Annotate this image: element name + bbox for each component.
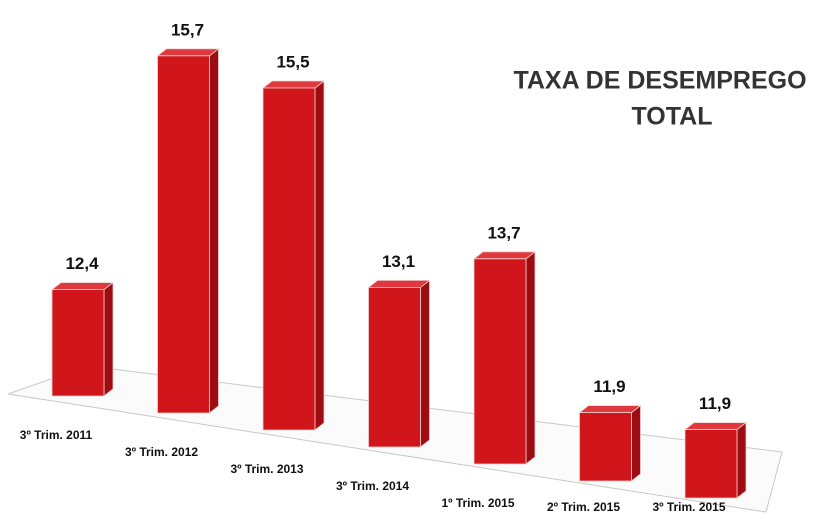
bar-side <box>736 421 747 499</box>
bar <box>156 47 220 414</box>
x-tick-label: 3º Trim. 2015 <box>652 500 725 514</box>
bar-side <box>420 279 430 448</box>
data-label: 13,1 <box>382 252 415 271</box>
bar-top <box>261 80 326 89</box>
x-tick-label: 3º Trim. 2011 <box>20 428 93 442</box>
bar-top <box>683 422 748 431</box>
chart-title: TAXA DE DESEMPREGO <box>513 67 806 95</box>
bar <box>50 281 115 397</box>
bar <box>261 80 326 431</box>
bar <box>367 279 431 448</box>
bar-top <box>156 48 220 57</box>
bar-side <box>525 250 536 465</box>
bar-side <box>209 47 219 414</box>
x-tick-label: 3º Trim. 2014 <box>336 479 409 493</box>
data-label: 15,7 <box>171 20 204 39</box>
x-tick-label: 3º Trim. 2013 <box>230 462 303 476</box>
bar-front <box>157 55 210 414</box>
bar <box>472 250 537 465</box>
bar-side <box>631 404 641 482</box>
bar-top <box>472 251 537 260</box>
data-label: 12,4 <box>65 254 99 273</box>
x-tick-label: 1º Trim. 2015 <box>441 496 514 510</box>
data-label: 15,5 <box>276 52 309 71</box>
bar-top <box>367 279 431 288</box>
data-label: 11,9 <box>699 394 731 413</box>
bar-front <box>473 258 527 465</box>
bar-top <box>578 405 642 414</box>
x-tick-label: 2º Trim. 2015 <box>547 500 620 514</box>
bar-top <box>50 282 115 291</box>
bar <box>578 404 642 482</box>
bar-side <box>103 281 114 397</box>
bar-front <box>262 87 316 431</box>
bar-front <box>579 412 632 482</box>
chart-title: TOTAL <box>631 103 712 131</box>
bar <box>683 421 748 499</box>
bar-front <box>368 286 421 448</box>
bar-front <box>51 289 105 397</box>
bar-side <box>314 80 325 431</box>
data-label: 11,9 <box>593 377 625 396</box>
bar-front <box>684 429 738 499</box>
x-tick-label: 3º Trim. 2012 <box>125 445 198 459</box>
data-label: 13,7 <box>487 223 520 242</box>
